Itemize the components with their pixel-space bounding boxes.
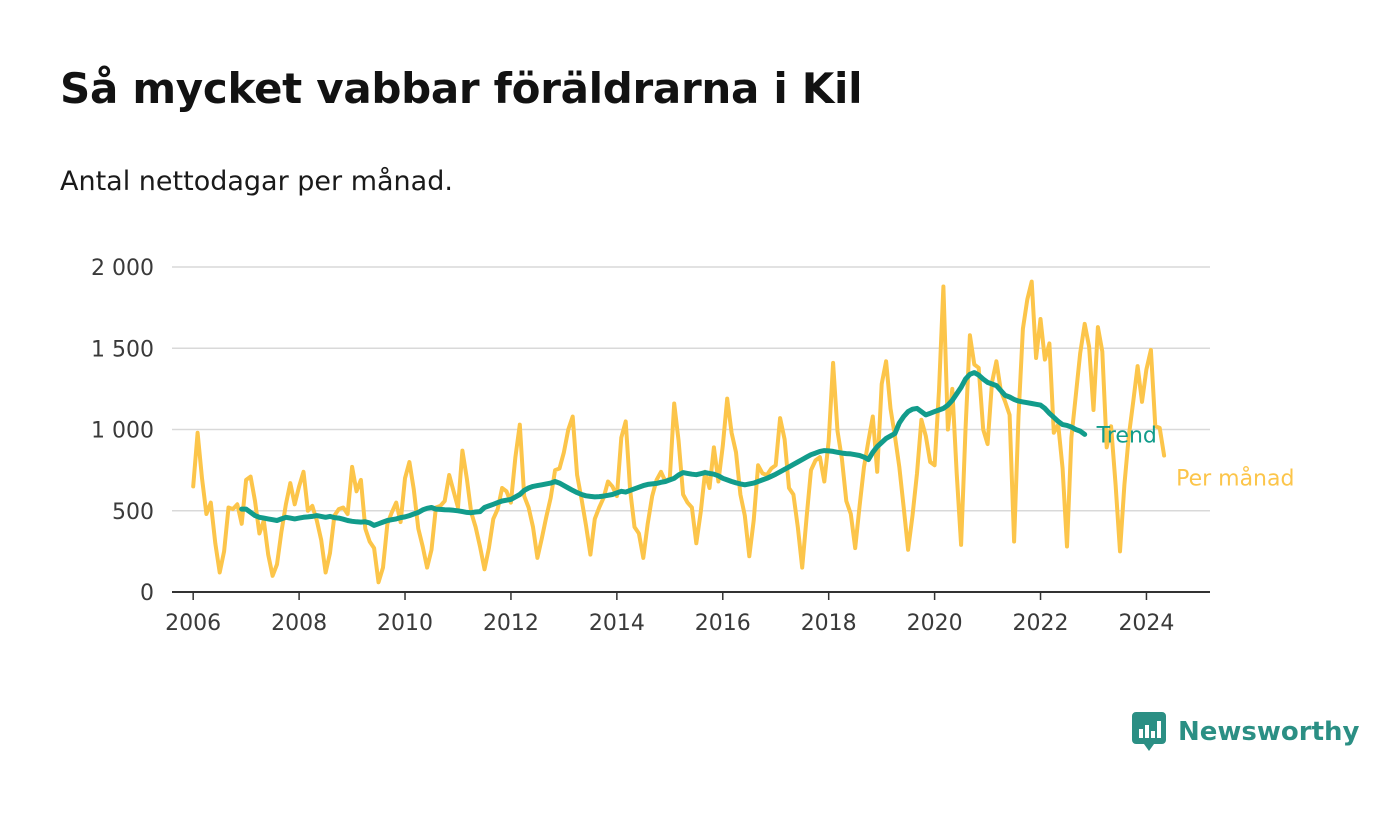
series-labels: Per månad Trend bbox=[1096, 423, 1295, 491]
x-tick-label: 2008 bbox=[271, 611, 327, 636]
x-tick-label: 2012 bbox=[483, 611, 539, 636]
y-tick-label: 500 bbox=[112, 500, 154, 525]
y-tick-label: 1 500 bbox=[91, 337, 154, 362]
series-label-per-manad: Per månad bbox=[1176, 466, 1294, 492]
newsworthy-logo: Newsworthy bbox=[1132, 710, 1359, 754]
x-tick-label: 2020 bbox=[907, 611, 963, 636]
x-tick-label: 2016 bbox=[695, 611, 751, 636]
series-line-per-manad bbox=[191, 279, 1167, 585]
x-axis-ticks: 2006 2008 2010 2012 2014 2016 2018 2020 2022 2024 bbox=[165, 592, 1174, 636]
y-axis-ticks: 0 500 1 000 1 500 2 000 bbox=[91, 256, 154, 606]
series-label-trend: Trend bbox=[1096, 423, 1157, 448]
y-tick-label: 2 000 bbox=[91, 256, 154, 281]
x-tick-label: 2010 bbox=[377, 611, 433, 636]
chart-title: Så mycket vabbar föräldrarna i Kil bbox=[60, 64, 863, 113]
series-line-trend bbox=[239, 370, 1088, 528]
x-tick-label: 2022 bbox=[1013, 611, 1069, 636]
brand-name: Newsworthy bbox=[1178, 717, 1360, 747]
x-tick-label: 2018 bbox=[801, 611, 857, 636]
series-lines bbox=[191, 279, 1167, 585]
x-tick-label: 2024 bbox=[1118, 611, 1174, 636]
newsworthy-chart-bubble-icon bbox=[1132, 712, 1166, 751]
chart-subtitle: Antal nettodagar per månad. bbox=[60, 166, 453, 197]
y-tick-label: 0 bbox=[140, 581, 154, 606]
x-tick-label: 2006 bbox=[165, 611, 221, 636]
x-tick-label: 2014 bbox=[589, 611, 645, 636]
y-tick-label: 1 000 bbox=[91, 419, 154, 444]
